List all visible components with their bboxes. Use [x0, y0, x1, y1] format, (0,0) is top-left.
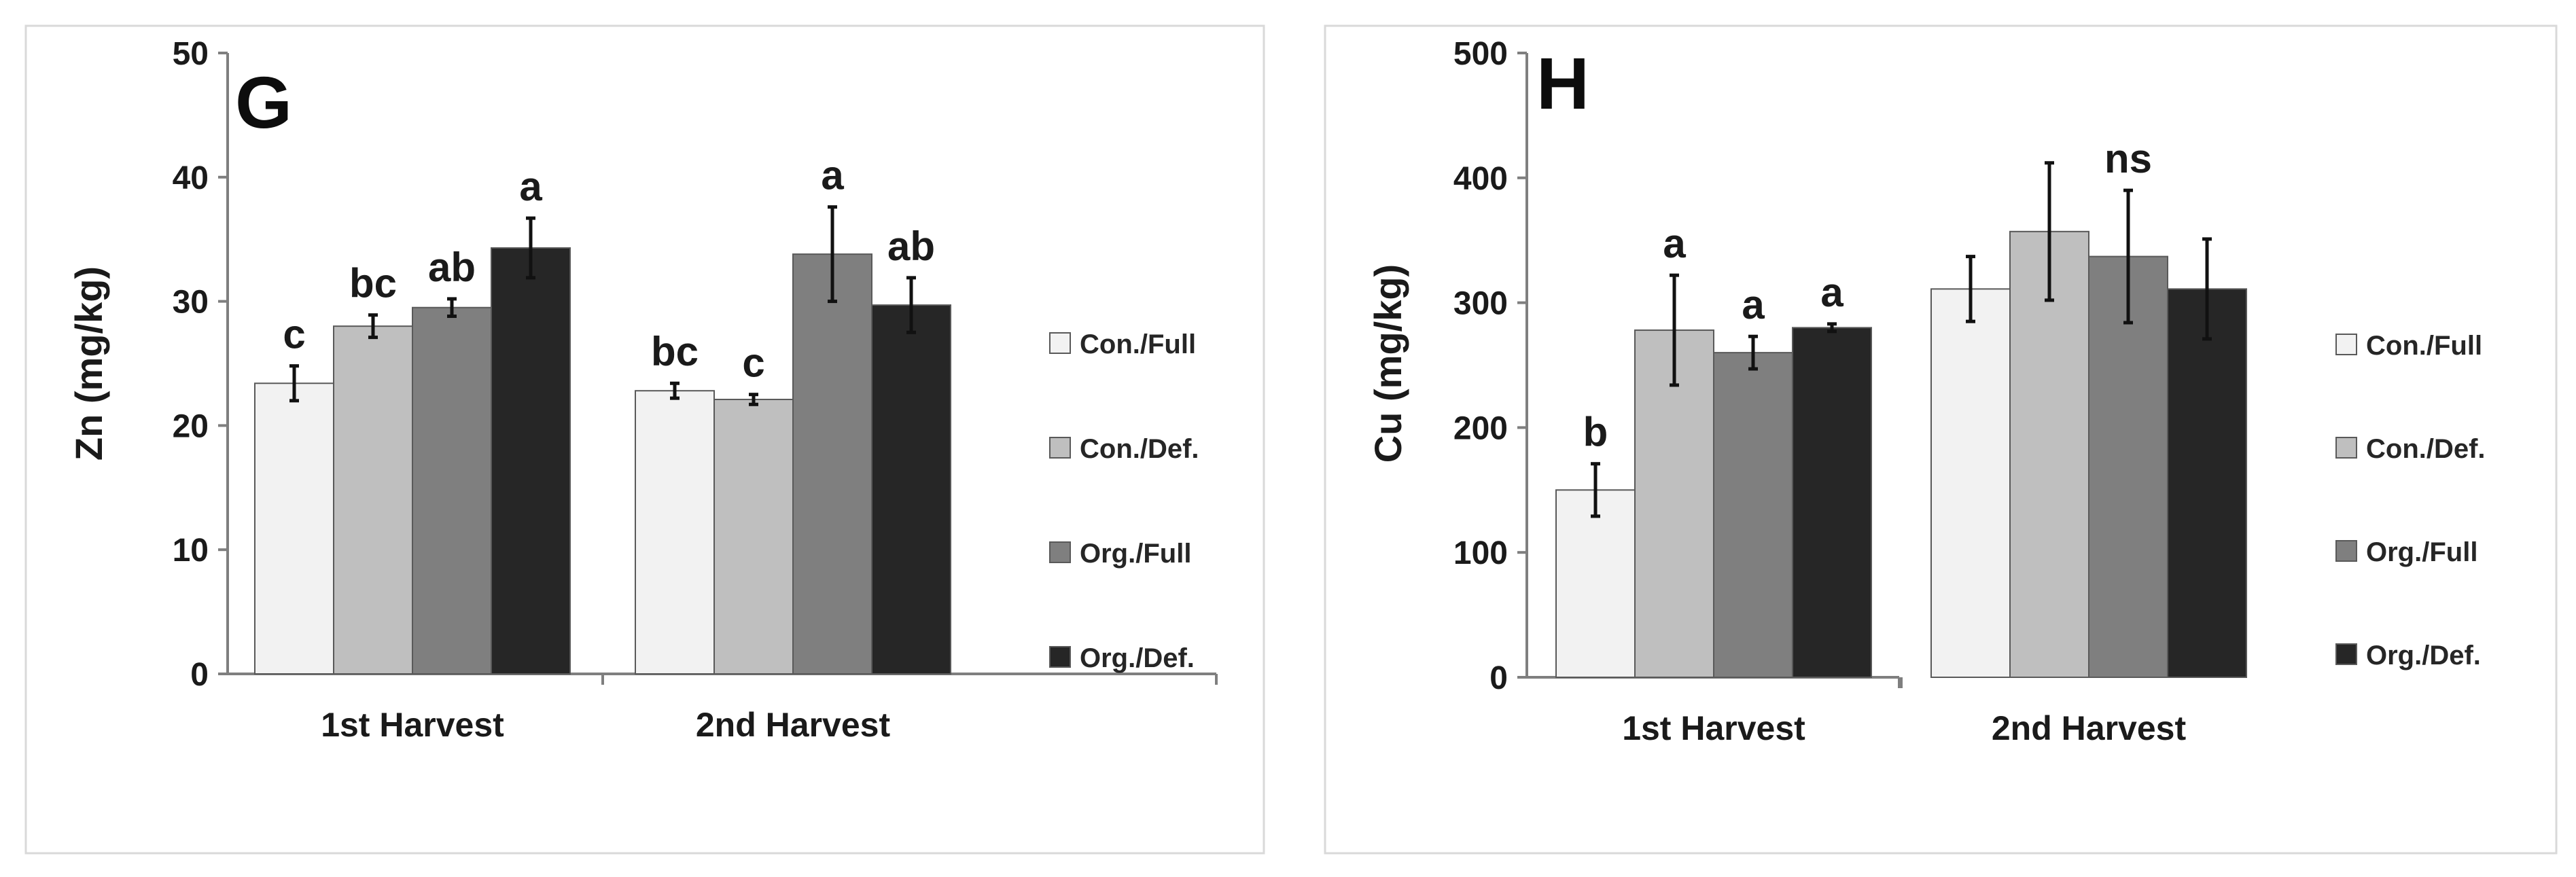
x-category-label: 2nd Harvest [696, 706, 891, 744]
bar-confull-2 [635, 390, 715, 675]
legend: Con./Full Con./Def. Org./Full Org./Def. [2335, 331, 2486, 670]
y-tick-label: 300 [1453, 286, 1508, 322]
y-tick-label: 40 [173, 160, 209, 196]
bar-confull-1 [254, 382, 334, 675]
significance-label: bc [651, 329, 699, 374]
bar-orgdef-1 [491, 247, 571, 675]
bar-orgfull-2 [792, 253, 872, 675]
bar-condef-2 [2009, 230, 2089, 679]
bar-confull-1 [1555, 489, 1636, 678]
y-tick-label: 30 [173, 285, 209, 321]
bar-orgdef-2 [871, 304, 951, 675]
legend-label: Org./Def. [1080, 643, 1195, 673]
x-category-label: 1st Harvest [321, 706, 504, 744]
y-tick-label: 50 [173, 36, 209, 72]
y-tick-label: 200 [1453, 410, 1508, 446]
y-tick-label: 0 [190, 657, 209, 693]
significance-label: a [1742, 282, 1765, 327]
bar-condef-1 [1634, 329, 1714, 678]
significance-label: b [1583, 410, 1608, 455]
bar-orgdef-2 [2167, 288, 2247, 678]
legend-swatch [2335, 643, 2357, 665]
legend-swatch [1049, 646, 1071, 668]
legend-swatch [1049, 437, 1071, 459]
legend: Con./Full Con./Def. Org./Full Org./Def. [1049, 329, 1199, 673]
panel-letter: G [235, 61, 292, 143]
significance-label: c [742, 340, 764, 386]
significance-label: a [1663, 221, 1686, 266]
legend-swatch [2335, 437, 2357, 459]
significance-label: ab [887, 223, 935, 269]
bar-condef-2 [713, 399, 794, 675]
significance-label: a [519, 164, 542, 209]
significance-label: ns [2104, 136, 2152, 181]
significance-label: a [1820, 270, 1843, 315]
legend-swatch [2335, 540, 2357, 562]
legend-label: Con./Full [2366, 331, 2482, 361]
significance-label: c [283, 312, 305, 357]
significance-label: ab [428, 245, 476, 290]
panel-letter: H [1536, 42, 1589, 124]
bar-orgfull-1 [1713, 352, 1793, 678]
legend-label: Con./Def. [1080, 434, 1199, 464]
legend-swatch [1049, 332, 1071, 354]
x-category-label: 1st Harvest [1622, 709, 1805, 747]
x-category-label: 2nd Harvest [1992, 709, 2187, 747]
y-tick-label: 500 [1453, 36, 1508, 72]
legend-label: Con./Def. [2366, 434, 2486, 464]
significance-label: bc [349, 261, 397, 306]
y-tick-label: 100 [1453, 535, 1508, 571]
legend-swatch [1049, 541, 1071, 563]
y-tick-label: 400 [1453, 161, 1508, 197]
legend-label: Org./Def. [2366, 641, 2481, 670]
bar-orgfull-1 [412, 306, 492, 675]
y-axis-title: Zn (mg/kg) [67, 266, 110, 461]
y-tick-label: 10 [173, 533, 209, 569]
y-tick-label: 20 [173, 408, 209, 444]
significance-label: a [821, 153, 844, 198]
legend-swatch [2335, 334, 2357, 355]
bar-condef-1 [333, 325, 413, 675]
legend-label: Con./Full [1080, 329, 1196, 359]
y-axis-title: Cu (mg/kg) [1366, 264, 1409, 463]
legend-label: Org./Full [1080, 539, 1191, 569]
y-tick-label: 0 [1489, 660, 1508, 696]
chart-panel-h: 0 100 200 300 400 500 b a a a 1st Harvest ns 2nd Har… [1324, 24, 2558, 855]
bar-orgfull-2 [2088, 255, 2168, 678]
legend-label: Org./Full [2366, 537, 2477, 567]
bar-confull-2 [1930, 288, 2011, 678]
bar-orgdef-1 [1792, 327, 1872, 678]
